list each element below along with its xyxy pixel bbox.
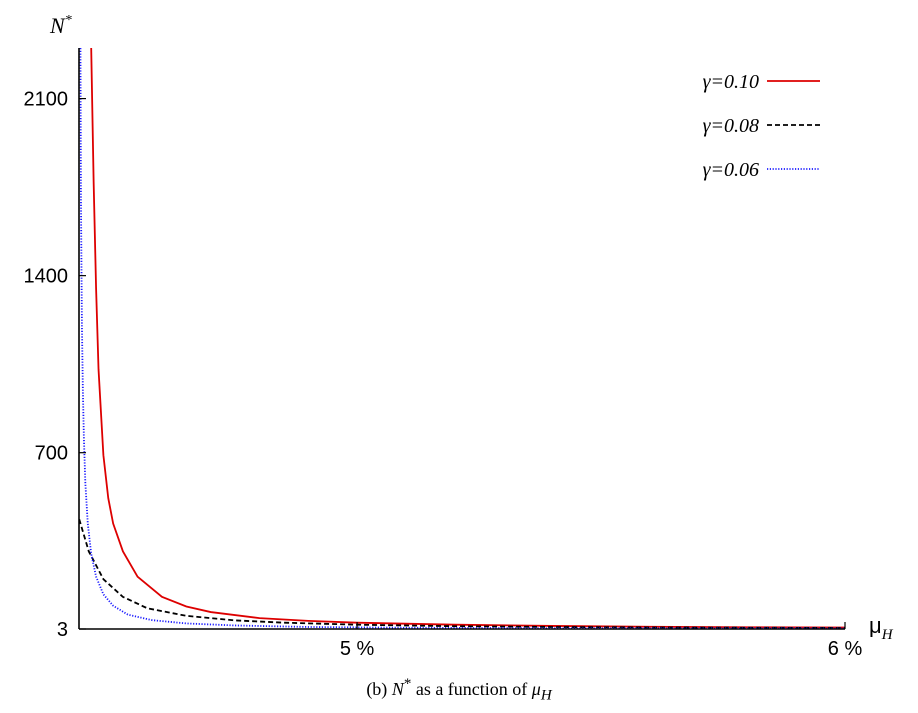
caption-mid: as a function of [411, 679, 532, 699]
series-line-2 [79, 48, 845, 629]
caption-n: N [391, 679, 404, 699]
caption-mu-sub: H [540, 687, 552, 704]
axes-layer [78, 48, 845, 630]
legend-label: γ=0.06 [703, 159, 759, 181]
series-line-0 [90, 48, 845, 629]
caption-mu: μ [531, 679, 541, 699]
chart: 3 700 1400 2100 5 % 6 % γ=0.10 γ=0.08 γ=0.06 N*… [24, 13, 894, 660]
x-axis-title: μH [869, 613, 894, 643]
caption-prefix: (b) [366, 679, 392, 699]
y-tick-label: 1400 [24, 266, 69, 288]
y-tick-label: 700 [35, 443, 68, 465]
x-tick-label: 5 % [340, 638, 375, 660]
legend-label: γ=0.08 [703, 115, 759, 137]
x-tick-label: 6 % [828, 638, 863, 660]
ticks-layer: 3 700 1400 2100 5 % 6 % [24, 89, 863, 660]
legend-label: γ=0.10 [703, 71, 759, 93]
series-line-1 [79, 512, 845, 629]
y-tick-label: 2100 [24, 89, 69, 111]
y-axis-title: N* [49, 13, 72, 38]
figure-caption: (b) N* as a function of μH [0, 676, 918, 705]
y-tick-label: 3 [57, 619, 68, 641]
caption-n-sup: * [403, 676, 412, 692]
series-layer [79, 48, 845, 629]
legend: γ=0.10 γ=0.08 γ=0.06 [703, 71, 820, 181]
